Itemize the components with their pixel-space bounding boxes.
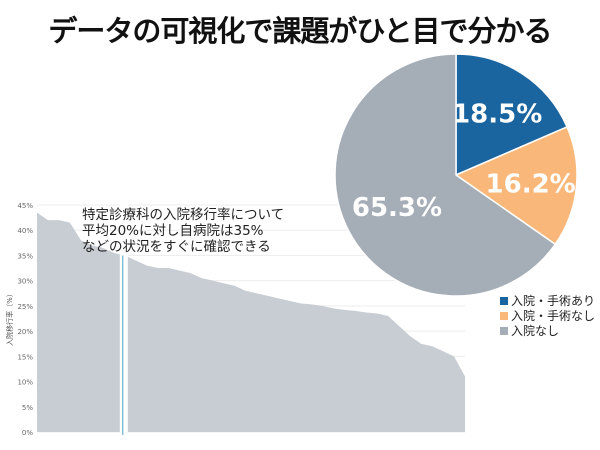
annotation-line: 特定診療科の入院移行率について (82, 207, 285, 223)
legend-item: 入院・手術なし (500, 307, 595, 324)
legend-swatch (500, 296, 508, 305)
y-tick-label: 20% (17, 328, 33, 336)
pie-slice (455, 53, 569, 177)
y-axis-label: 入院移行率（%） (5, 290, 14, 346)
legend-swatch (500, 311, 508, 320)
chart-annotation: 特定診療科の入院移行率について 平均20%に対し自病院は35% などの状況をすぐ… (82, 207, 284, 255)
y-tick-label: 0% (22, 429, 33, 437)
y-tick-label: 45% (17, 202, 33, 210)
y-tick-label: 25% (17, 303, 33, 311)
legend-label: 入院・手術あり (511, 294, 596, 308)
pie-data-label: 65.3% (352, 193, 442, 223)
pie-data-label: 18.5% (452, 99, 542, 129)
legend-label: 入院なし (511, 324, 560, 338)
legend-item: 入院なし (500, 322, 559, 339)
annotation-line: などの状況をすぐに確認できる (82, 239, 271, 255)
y-tick-label: 30% (17, 278, 33, 286)
y-tick-label: 15% (17, 353, 33, 361)
y-tick-label: 40% (17, 227, 33, 235)
legend-item: 入院・手術あり (500, 292, 595, 309)
legend-label: 入院・手術なし (511, 309, 596, 323)
pie-slice (334, 53, 557, 297)
page-title: データの可視化で課題がひと目で分かる (48, 14, 552, 48)
y-tick-label: 35% (17, 252, 33, 260)
pie-data-label: 16.2% (486, 170, 576, 200)
highlight-gap (119, 200, 128, 437)
area-series (37, 212, 465, 432)
legend-swatch (500, 326, 508, 335)
y-tick-label: 5% (22, 404, 33, 412)
y-tick-label: 10% (17, 379, 33, 387)
pie-slice (454, 125, 578, 246)
annotation-line: 平均20%に対し自病院は35% (82, 223, 264, 239)
